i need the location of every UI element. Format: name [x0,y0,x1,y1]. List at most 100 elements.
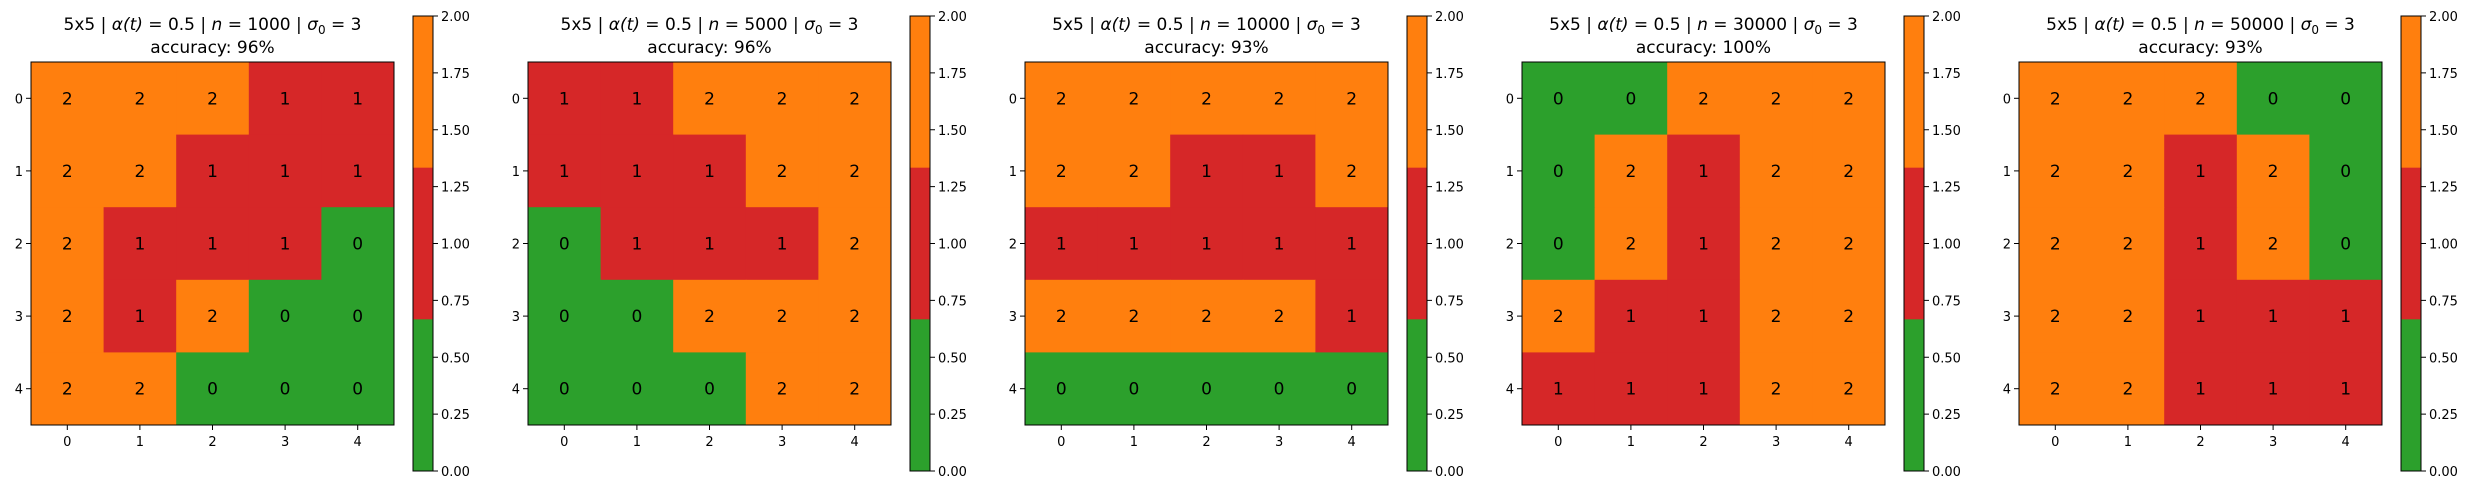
cell-value-label: 2 [62,307,73,327]
chart-title: 5x5 | α(t) = 0.5 | n = 30000 | σ0 = 3 [1549,15,1858,37]
y-tick-label: 2 [15,238,23,253]
x-tick-label: 0 [63,435,71,450]
y-tick-label: 3 [15,310,23,325]
heatmap-cell [2309,134,2383,208]
heatmap-cell [528,352,602,426]
cell-value-label: 2 [1843,235,1854,255]
y-tick-label: 2 [1009,238,1017,253]
y-tick-label: 1 [1506,165,1514,180]
heatmap-cell [321,134,395,208]
cell-value-label: 1 [352,162,363,182]
colorbar-tick-label: 0.25 [1932,408,1961,423]
heatmap-cell [528,207,602,281]
colorbar-tick-label: 1.25 [441,181,470,196]
heatmap-cell [1025,62,1099,136]
x-tick-label: 3 [281,435,289,450]
cell-value-label: 1 [631,162,642,182]
x-tick-label: 2 [705,435,713,450]
heatmap-cell [1667,279,1741,353]
cell-value-label: 2 [1843,380,1854,400]
cell-value-label: 2 [1553,307,1564,327]
colorbar-tick-label: 1.50 [2429,124,2458,139]
heatmap-cell [2091,279,2165,353]
cell-value-label: 1 [134,235,145,255]
colorbar-band [413,319,433,472]
colorbar-band [413,167,433,320]
heatmap-cell [1594,352,1668,426]
colorbar-tick-label: 1.75 [938,67,967,82]
cell-value-label: 2 [777,89,788,109]
cell-value-label: 1 [1274,235,1285,255]
cell-value-label: 2 [1771,380,1782,400]
colorbar-tick-label: 0.25 [938,408,967,423]
cell-value-label: 2 [1274,307,1285,327]
y-tick-label: 4 [15,383,23,398]
cell-value-label: 0 [352,307,363,327]
y-tick-label: 2 [512,238,520,253]
y-tick-label: 0 [1506,92,1514,107]
cell-value-label: 1 [2195,307,2206,327]
cell-value-label: 1 [777,235,788,255]
heatmap-cell [1812,207,1886,281]
heatmap-cell [321,207,395,281]
x-tick-label: 4 [2342,435,2350,450]
heatmap-cell [1594,134,1668,208]
chart-subtitle: accuracy: 96% [150,38,274,58]
colorbar-tick-label: 0.25 [441,408,470,423]
cell-value-label: 2 [2050,380,2061,400]
cell-value-label: 1 [1128,235,1139,255]
heatmap-cell [1097,207,1171,281]
heatmap-cell [31,134,105,208]
heatmap-cell [2236,207,2310,281]
cell-value-label: 0 [559,235,570,255]
chart-panel-2: 5x5 | α(t) = 0.5 | n = 10000 | σ0 = 3acc… [1009,10,1464,480]
cell-value-label: 2 [207,307,218,327]
cell-value-label: 1 [1625,380,1636,400]
cell-value-label: 1 [1698,307,1709,327]
cell-value-label: 0 [704,380,715,400]
cell-value-label: 0 [559,380,570,400]
cell-value-label: 0 [559,307,570,327]
cell-value-label: 0 [2340,235,2351,255]
heatmap-cell [1242,352,1316,426]
chart-subtitle: accuracy: 96% [647,38,771,58]
heatmap-cell [2019,62,2093,136]
cell-value-label: 2 [1771,162,1782,182]
x-tick-label: 3 [1275,435,1283,450]
heatmap-cell [1170,279,1244,353]
cell-value-label: 1 [559,162,570,182]
heatmap-cell [1812,62,1886,136]
heatmap-cell [1522,352,1596,426]
cell-value-label: 0 [352,235,363,255]
heatmap-cell [1315,279,1389,353]
colorbar-band [1407,319,1427,472]
heatmap-cell [1170,352,1244,426]
cell-value-label: 1 [704,162,715,182]
colorbar-tick-label: 0.50 [1932,351,1961,366]
cell-value-label: 0 [1201,380,1212,400]
heatmap-cell [673,352,747,426]
cell-value-label: 2 [1771,307,1782,327]
chart-subtitle: accuracy: 93% [1144,38,1268,58]
x-tick-label: 3 [778,435,786,450]
heatmap-cell [2019,279,2093,353]
x-tick-label: 3 [1772,435,1780,450]
cell-value-label: 2 [1843,307,1854,327]
cell-value-label: 2 [849,235,860,255]
cell-value-label: 2 [849,89,860,109]
heatmap-cell [673,134,747,208]
y-tick-label: 4 [512,383,520,398]
heatmap-cell [176,352,250,426]
cell-value-label: 2 [62,89,73,109]
cell-value-label: 2 [2050,235,2061,255]
cell-value-label: 2 [2050,307,2061,327]
cell-value-label: 2 [2050,89,2061,109]
chart-title: 5x5 | α(t) = 0.5 | n = 1000 | σ0 = 3 [64,15,362,37]
cell-value-label: 0 [280,307,291,327]
cell-value-label: 2 [777,380,788,400]
heatmap-cell [2309,62,2383,136]
chart-subtitle: accuracy: 93% [2138,38,2262,58]
colorbar-band [2401,319,2421,472]
colorbar-tick-label: 1.75 [441,67,470,82]
cell-value-label: 2 [849,307,860,327]
